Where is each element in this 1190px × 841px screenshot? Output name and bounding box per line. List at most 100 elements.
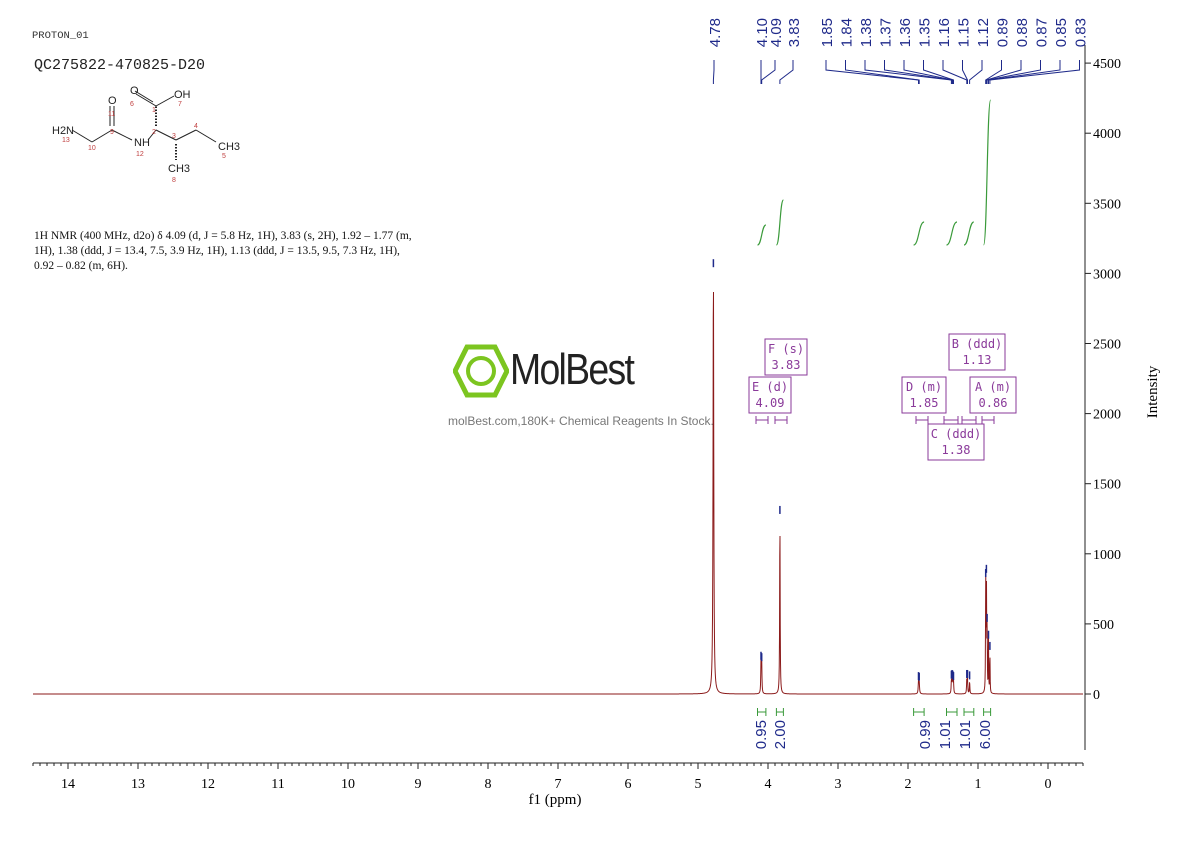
multiplet-label: A (m) [975, 380, 1011, 394]
integral-value: 6.00 [977, 720, 994, 749]
peak-label-connector [779, 60, 794, 84]
peak-label: 4.10 [754, 18, 771, 47]
peak-label: 3.83 [786, 18, 803, 47]
peak-label: 0.83 [1073, 18, 1090, 47]
watermark-logo: MolBest [510, 345, 635, 394]
x-tick-label: 12 [201, 777, 215, 792]
x-tick-label: 8 [485, 777, 492, 792]
x-tick-label: 9 [415, 777, 422, 792]
multiplet-box [764, 338, 808, 376]
peak-label-connector [988, 60, 1061, 84]
atom-number: 6 [130, 101, 134, 108]
peak-label-connector [845, 60, 920, 84]
y-tick-label: 4000 [1093, 127, 1121, 142]
peak-label: 4.78 [707, 18, 724, 47]
x-tick-label: 6 [625, 777, 632, 792]
peak-label: 0.89 [995, 18, 1012, 47]
integral-bracket [983, 708, 992, 716]
multiplet-box [948, 333, 1006, 371]
integral-curve [775, 199, 784, 246]
peak-label-connector [884, 60, 953, 84]
atom-number: 11 [108, 111, 115, 118]
experiment-name: PROTON_01 [32, 30, 89, 42]
atom-number: 12 [136, 151, 144, 158]
peak-label-connector [761, 60, 776, 84]
multiplet-label: D (m) [906, 380, 942, 394]
multiplet-box [969, 376, 1017, 414]
peak-label-connector [923, 60, 954, 84]
integral-bracket [946, 708, 958, 716]
peak-label-connector [942, 60, 968, 84]
x-tick-label: 1 [975, 777, 982, 792]
peak-label: 0.87 [1034, 18, 1051, 47]
nmr-description: 1H NMR (400 MHz, d2o) δ 4.09 (d, J = 5.8… [34, 230, 412, 272]
integral-bracket [963, 708, 975, 716]
x-tick-label: 0 [1045, 777, 1052, 792]
y-tick-label: 2500 [1093, 338, 1121, 353]
molbest-logo-icon [453, 344, 509, 398]
peak-label-connector [989, 60, 1080, 84]
peak-label-connector [986, 60, 1041, 84]
peak-label: 1.85 [819, 18, 836, 47]
watermark-tagline: molBest.com,180K+ Chemical Reagents In S… [448, 414, 714, 428]
x-tick-label: 4 [765, 777, 772, 792]
integral-value: 1.01 [957, 720, 974, 749]
integral-value: 0.99 [917, 720, 934, 749]
multiplet-range [755, 416, 769, 424]
x-tick-label: 13 [131, 777, 145, 792]
atom-number: 3 [172, 133, 176, 140]
multiplet-range [981, 416, 995, 424]
x-tick-label: 2 [905, 777, 912, 792]
multiplet-shift: 1.38 [942, 443, 971, 457]
peak-label: 1.38 [858, 18, 875, 47]
integral-value: 0.95 [753, 720, 770, 749]
atom-nh: NH [134, 137, 150, 149]
multiplet-box [748, 376, 792, 414]
peak-label: 0.85 [1053, 18, 1070, 47]
atom-number: 5 [222, 153, 226, 160]
peak-label: 0.88 [1014, 18, 1031, 47]
multiplet-box [901, 376, 947, 414]
multiplet-shift: 0.86 [979, 396, 1008, 410]
atom-number: 10 [88, 145, 96, 152]
atom-number: 8 [172, 177, 176, 184]
y-tick-label: 1500 [1093, 478, 1121, 493]
multiplet-shift: 4.09 [756, 396, 785, 410]
integral-bracket [757, 708, 767, 716]
peak-label-connector [969, 60, 983, 84]
peak-label: 1.36 [897, 18, 914, 47]
peak-label: 1.35 [917, 18, 934, 47]
multiplet-label: E (d) [752, 380, 788, 394]
atom-number: 9 [110, 129, 114, 136]
multiplet-range [961, 416, 977, 424]
peak-label: 1.16 [936, 18, 953, 47]
peak-label-connector [712, 60, 715, 84]
y-tick-label: 500 [1093, 618, 1114, 633]
integral-curve [946, 221, 958, 246]
integral-bracket [775, 708, 784, 716]
peak-label: 1.12 [975, 18, 992, 47]
multiplet-range [915, 416, 929, 424]
integral-curve [963, 221, 975, 246]
peak-label: 4.09 [768, 18, 785, 47]
atom-number: 13 [62, 137, 70, 144]
peak-label-connector [985, 60, 1022, 84]
atom-number: 1 [152, 107, 156, 114]
y-tick-label: 2000 [1093, 408, 1121, 423]
multiplet-shift: 3.83 [772, 358, 801, 372]
atom-ch3-5: CH3 [218, 141, 240, 153]
y-axis-label: Intensity [1145, 365, 1161, 418]
multiplet-range [943, 416, 959, 424]
peak-label-connector [864, 60, 952, 84]
y-tick-label: 3500 [1093, 197, 1121, 212]
sample-id: QC275822-470825-D20 [34, 57, 206, 74]
y-tick-label: 3000 [1093, 267, 1121, 282]
integral-value: 1.01 [937, 720, 954, 749]
x-tick-label: 14 [61, 777, 75, 792]
atom-number: 7 [178, 101, 182, 108]
x-tick-label: 11 [271, 777, 284, 792]
atom-o-acid: O [130, 85, 139, 97]
atom-o-amide: O [108, 95, 117, 107]
multiplet-label: B (ddd) [952, 337, 1003, 351]
